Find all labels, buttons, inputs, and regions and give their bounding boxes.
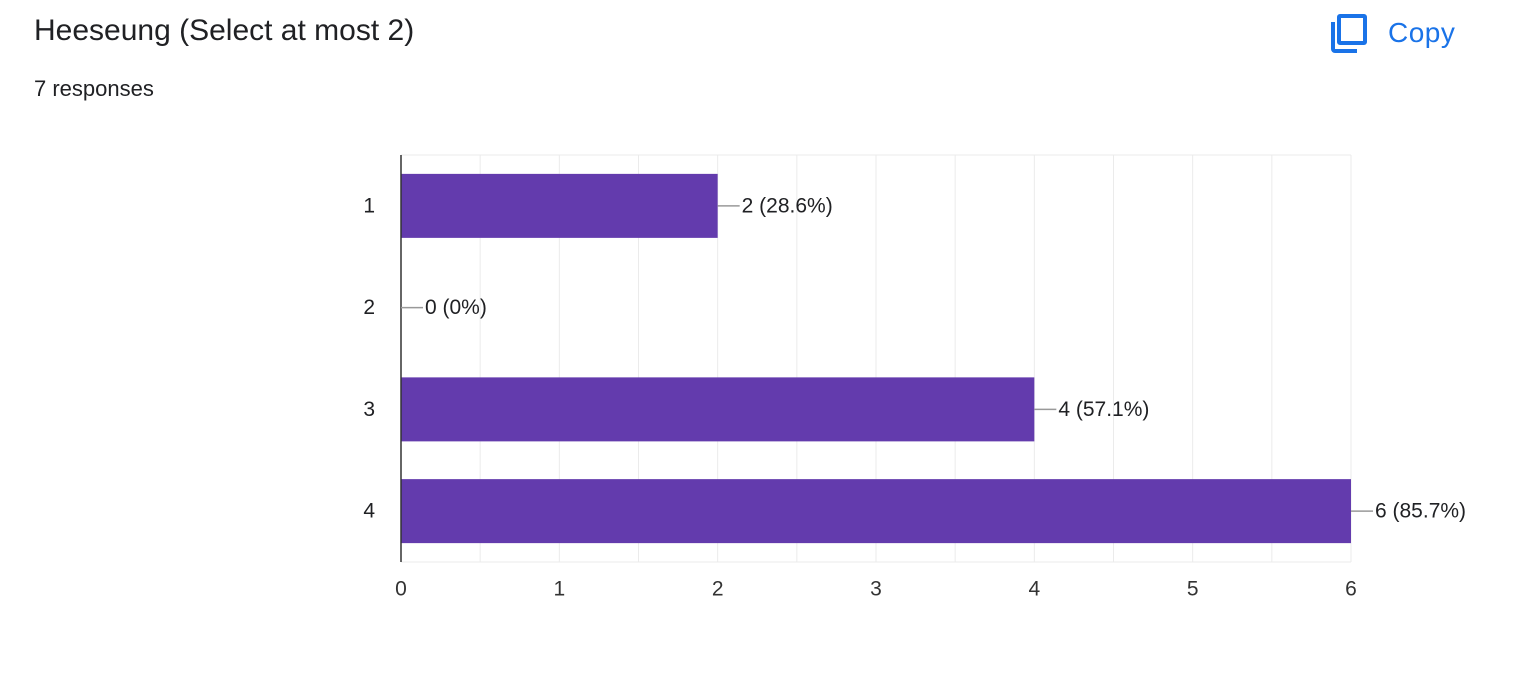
x-tick-label: 6 <box>1345 578 1357 601</box>
labels: 2 (28.6%) 1 0 (0%) 2 4 (57.1%) 3 6 (85.7%) 4 0 1 2… <box>363 194 1466 600</box>
x-tick-label: 3 <box>870 578 882 601</box>
category-label: 3 <box>363 398 375 421</box>
x-tick-label: 4 <box>1028 578 1040 601</box>
copy-icon <box>1331 14 1367 53</box>
data-label: 4 (57.1%) <box>1058 398 1149 421</box>
data-label: 6 (85.7%) <box>1375 500 1466 523</box>
category-label: 1 <box>363 194 375 217</box>
x-tick-label: 5 <box>1187 578 1199 601</box>
bar <box>401 173 718 238</box>
response-count: 7 responses <box>34 76 154 101</box>
data-label: 0 (0%) <box>425 296 487 319</box>
copy-label: Copy <box>1388 17 1456 48</box>
category-label: 4 <box>363 500 375 523</box>
category-label: 2 <box>363 296 375 319</box>
data-label: 2 (28.6%) <box>742 194 833 217</box>
x-tick-label: 0 <box>395 578 407 601</box>
bar <box>401 479 1351 544</box>
x-tick-label: 2 <box>712 578 724 601</box>
bar <box>401 377 1035 442</box>
bars <box>401 173 1351 544</box>
x-tick-label: 1 <box>553 578 565 601</box>
question-title: Heeseung (Select at most 2) <box>34 14 415 47</box>
copy-button[interactable]: Copy <box>1330 8 1455 58</box>
